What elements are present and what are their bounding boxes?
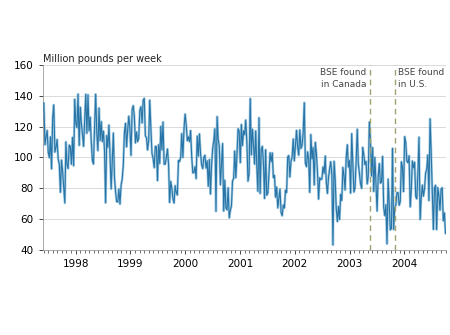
Text: Fresh beef purchases declined by 5.2 percent annually: Fresh beef purchases declined by 5.2 per… [5, 16, 360, 26]
Text: Million pounds per week: Million pounds per week [43, 54, 162, 64]
Text: Source: USDA, Economic Research Service, using data from the Nielsen Homescan: Source: USDA, Economic Research Service,… [5, 308, 354, 316]
Text: Panel, 1998-2004.: Panel, 1998-2004. [5, 325, 81, 334]
Text: BSE found
in U.S.: BSE found in U.S. [398, 68, 445, 89]
Text: BSE found
in Canada: BSE found in Canada [320, 68, 367, 89]
Text: Weeks immediately following BSE announcements are indicated by vertical lines.: Weeks immediately following BSE announce… [5, 290, 348, 299]
Text: between 1998 and 2004: between 1998 and 2004 [5, 42, 161, 52]
